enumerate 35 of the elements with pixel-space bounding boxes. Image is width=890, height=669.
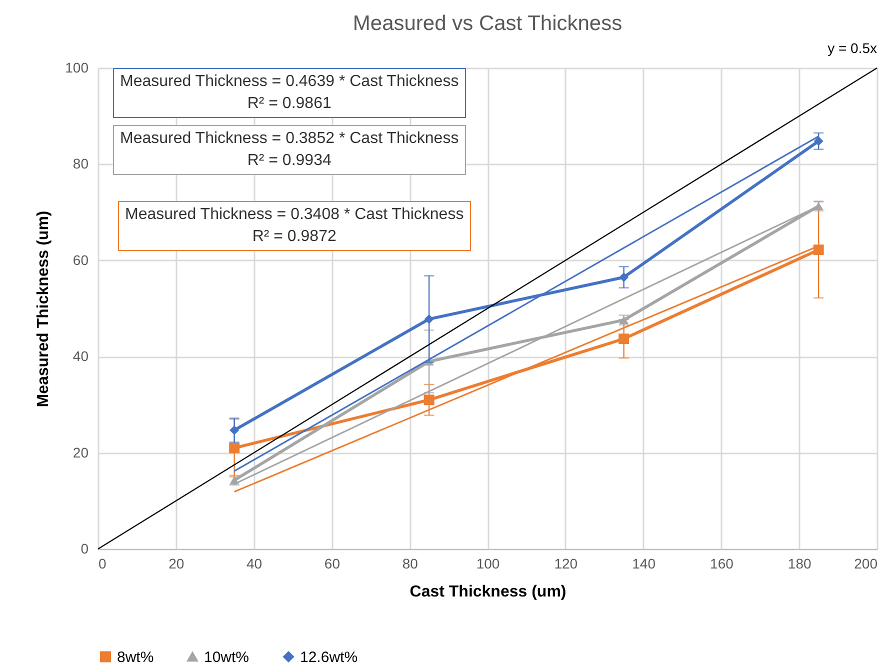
x-tick-label: 40 xyxy=(246,556,262,572)
point xyxy=(424,314,434,324)
y-tick-label: 0 xyxy=(80,540,89,556)
x-tick-label: 120 xyxy=(554,556,578,572)
point xyxy=(229,442,240,454)
y-tick-label: 40 xyxy=(72,348,89,364)
x-tick-label: 80 xyxy=(402,556,418,572)
equation-box: Measured Thickness = 0.3408 * Cast Thickness R² = 0.9872 xyxy=(118,201,471,251)
legend-label: 10wt% xyxy=(204,648,250,666)
point xyxy=(424,394,434,406)
point xyxy=(813,244,824,256)
equation-box: Measured Thickness = 0.3852 * Cast Thickness R² = 0.9934 xyxy=(113,125,466,175)
point xyxy=(230,425,240,435)
x-tick-label: 60 xyxy=(324,556,340,572)
y-axis-title: Measured Thickness (um) xyxy=(35,210,52,408)
x-tick-label: 0 xyxy=(98,556,106,572)
annotation: y = 0.5x xyxy=(828,40,877,56)
point xyxy=(619,272,629,282)
x-tick-label: 200 xyxy=(854,556,878,572)
legend-label: 8wt% xyxy=(117,648,154,666)
point xyxy=(618,334,630,344)
y-tick-label: 60 xyxy=(72,252,89,268)
legend-label: 12.6wt% xyxy=(300,648,358,666)
chart-title: Measured vs Cast Thickness xyxy=(352,12,622,35)
x-tick-label: 180 xyxy=(788,556,812,572)
point xyxy=(814,136,824,146)
x-axis-title: Cast Thickness (um) xyxy=(410,584,566,600)
x-tick-label: 140 xyxy=(632,556,656,572)
y-tick-label: 20 xyxy=(72,444,89,460)
x-tick-label: 100 xyxy=(476,556,500,572)
x-tick-label: 20 xyxy=(168,556,184,572)
x-tick-label: 160 xyxy=(710,556,734,572)
equation-box: Measured Thickness = 0.4639 * Cast Thickness R² = 0.9861 xyxy=(113,68,466,118)
y-tick-label: 100 xyxy=(65,60,89,76)
y-tick-label: 80 xyxy=(72,156,89,172)
